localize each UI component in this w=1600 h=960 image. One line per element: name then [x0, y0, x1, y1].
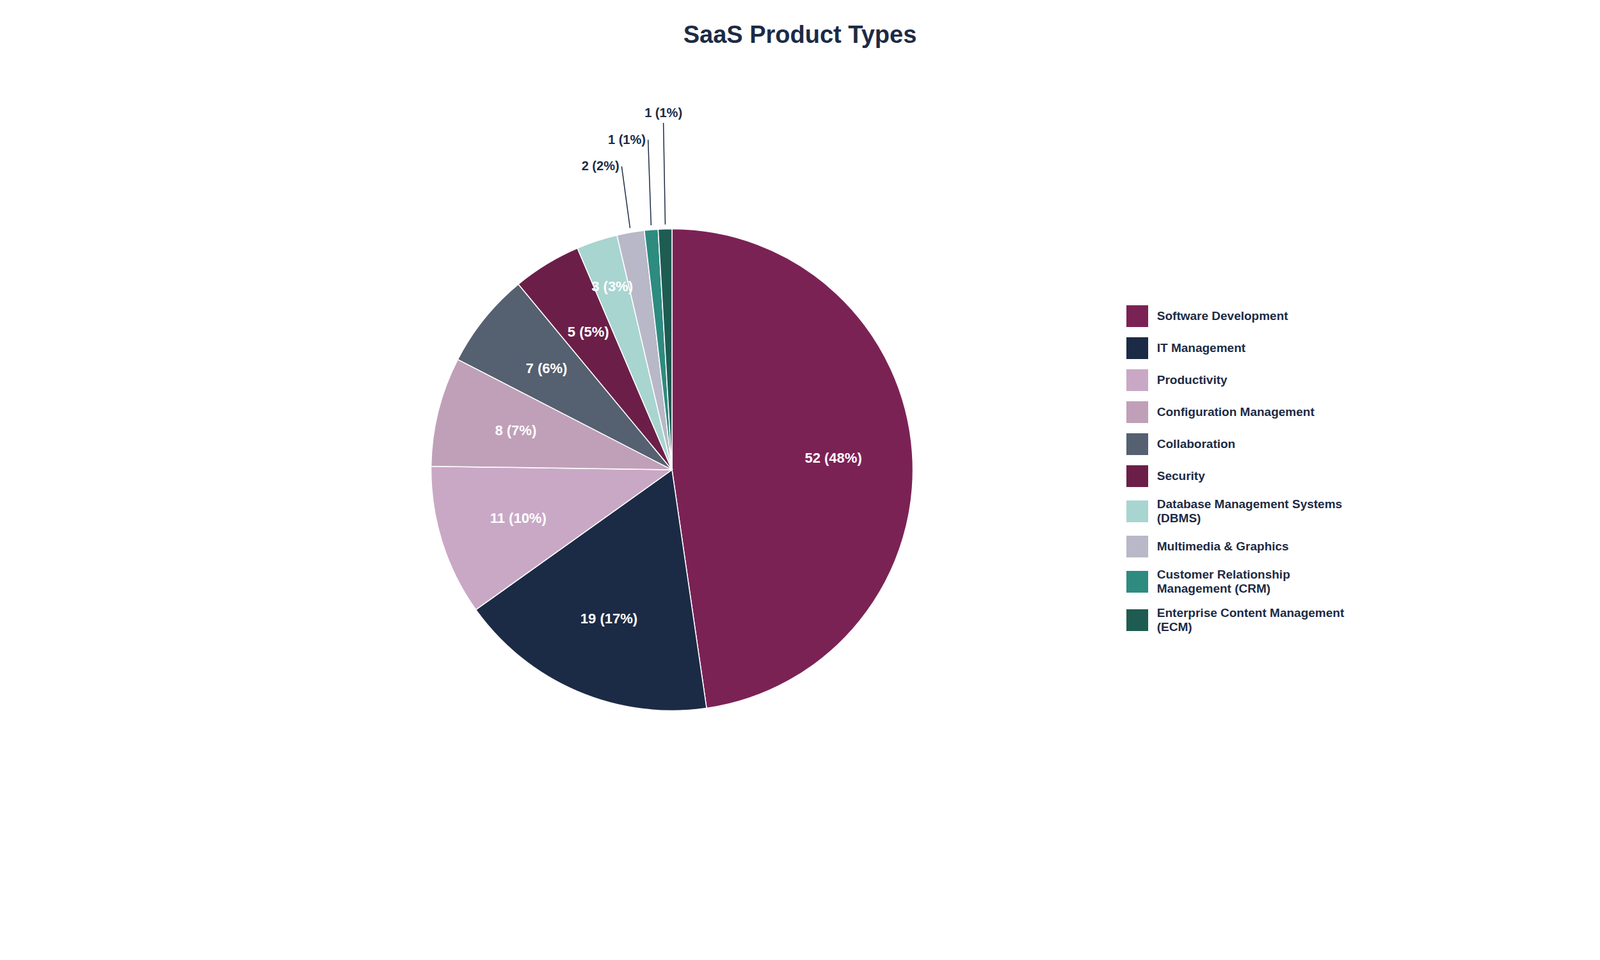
svg-text:7 (6%): 7 (6%) — [525, 360, 568, 377]
html-text:Multimedia & Graphics: Multimedia & Graphics — [1156, 539, 1289, 553]
svg-text:2 (2%): 2 (2%) — [581, 158, 619, 173]
html-text:Collaboration: Collaboration — [1156, 437, 1236, 451]
svg-text:11 (10%): 11 (10%) — [489, 510, 546, 527]
svg-text:3 (3%): 3 (3%) — [591, 278, 633, 295]
html-text:Productivity: Productivity — [1156, 373, 1228, 387]
html-text:Customer Relationship Manageme: Customer Relationship Management (CRM) — [1156, 567, 1291, 596]
html-text:IT Management: IT Management — [1156, 341, 1246, 355]
html-text:SaaS Product Types: SaaS Product Types — [683, 21, 917, 48]
svg-text:19 (17%): 19 (17%) — [580, 610, 638, 627]
svg-text:1 (1%): 1 (1%) — [608, 132, 646, 147]
html-text:Security: Security — [1156, 469, 1205, 483]
html-text:Software Development: Software Development — [1156, 309, 1289, 323]
svg-text:1 (1%): 1 (1%) — [644, 105, 683, 120]
svg-text:8 (7%): 8 (7%) — [494, 422, 537, 439]
svg-text:52 (48%): 52 (48%) — [804, 449, 862, 466]
html-text:Configuration Management: Configuration Management — [1156, 405, 1315, 419]
html-text:Database Management Systems (D: Database Management Systems (DBMS) — [1156, 497, 1343, 525]
svg-text:5 (5%): 5 (5%) — [567, 323, 610, 340]
html-text:Enterprise Content Management: Enterprise Content Management (ECM) — [1156, 606, 1345, 634]
